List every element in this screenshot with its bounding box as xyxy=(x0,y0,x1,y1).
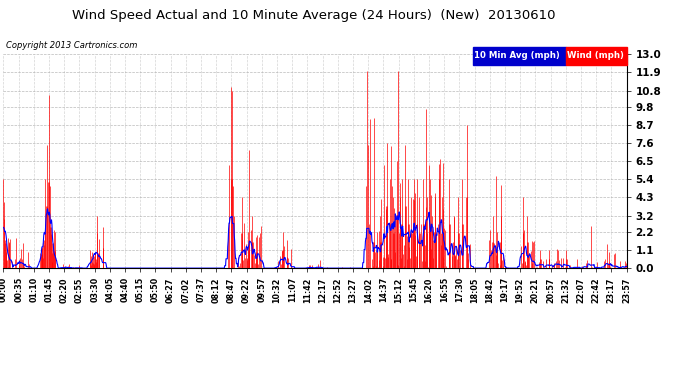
Text: 10 Min Avg (mph): 10 Min Avg (mph) xyxy=(474,51,560,60)
Text: Wind Speed Actual and 10 Minute Average (24 Hours)  (New)  20130610: Wind Speed Actual and 10 Minute Average … xyxy=(72,9,555,22)
Text: Copyright 2013 Cartronics.com: Copyright 2013 Cartronics.com xyxy=(6,41,137,50)
Text: Wind (mph): Wind (mph) xyxy=(567,51,624,60)
